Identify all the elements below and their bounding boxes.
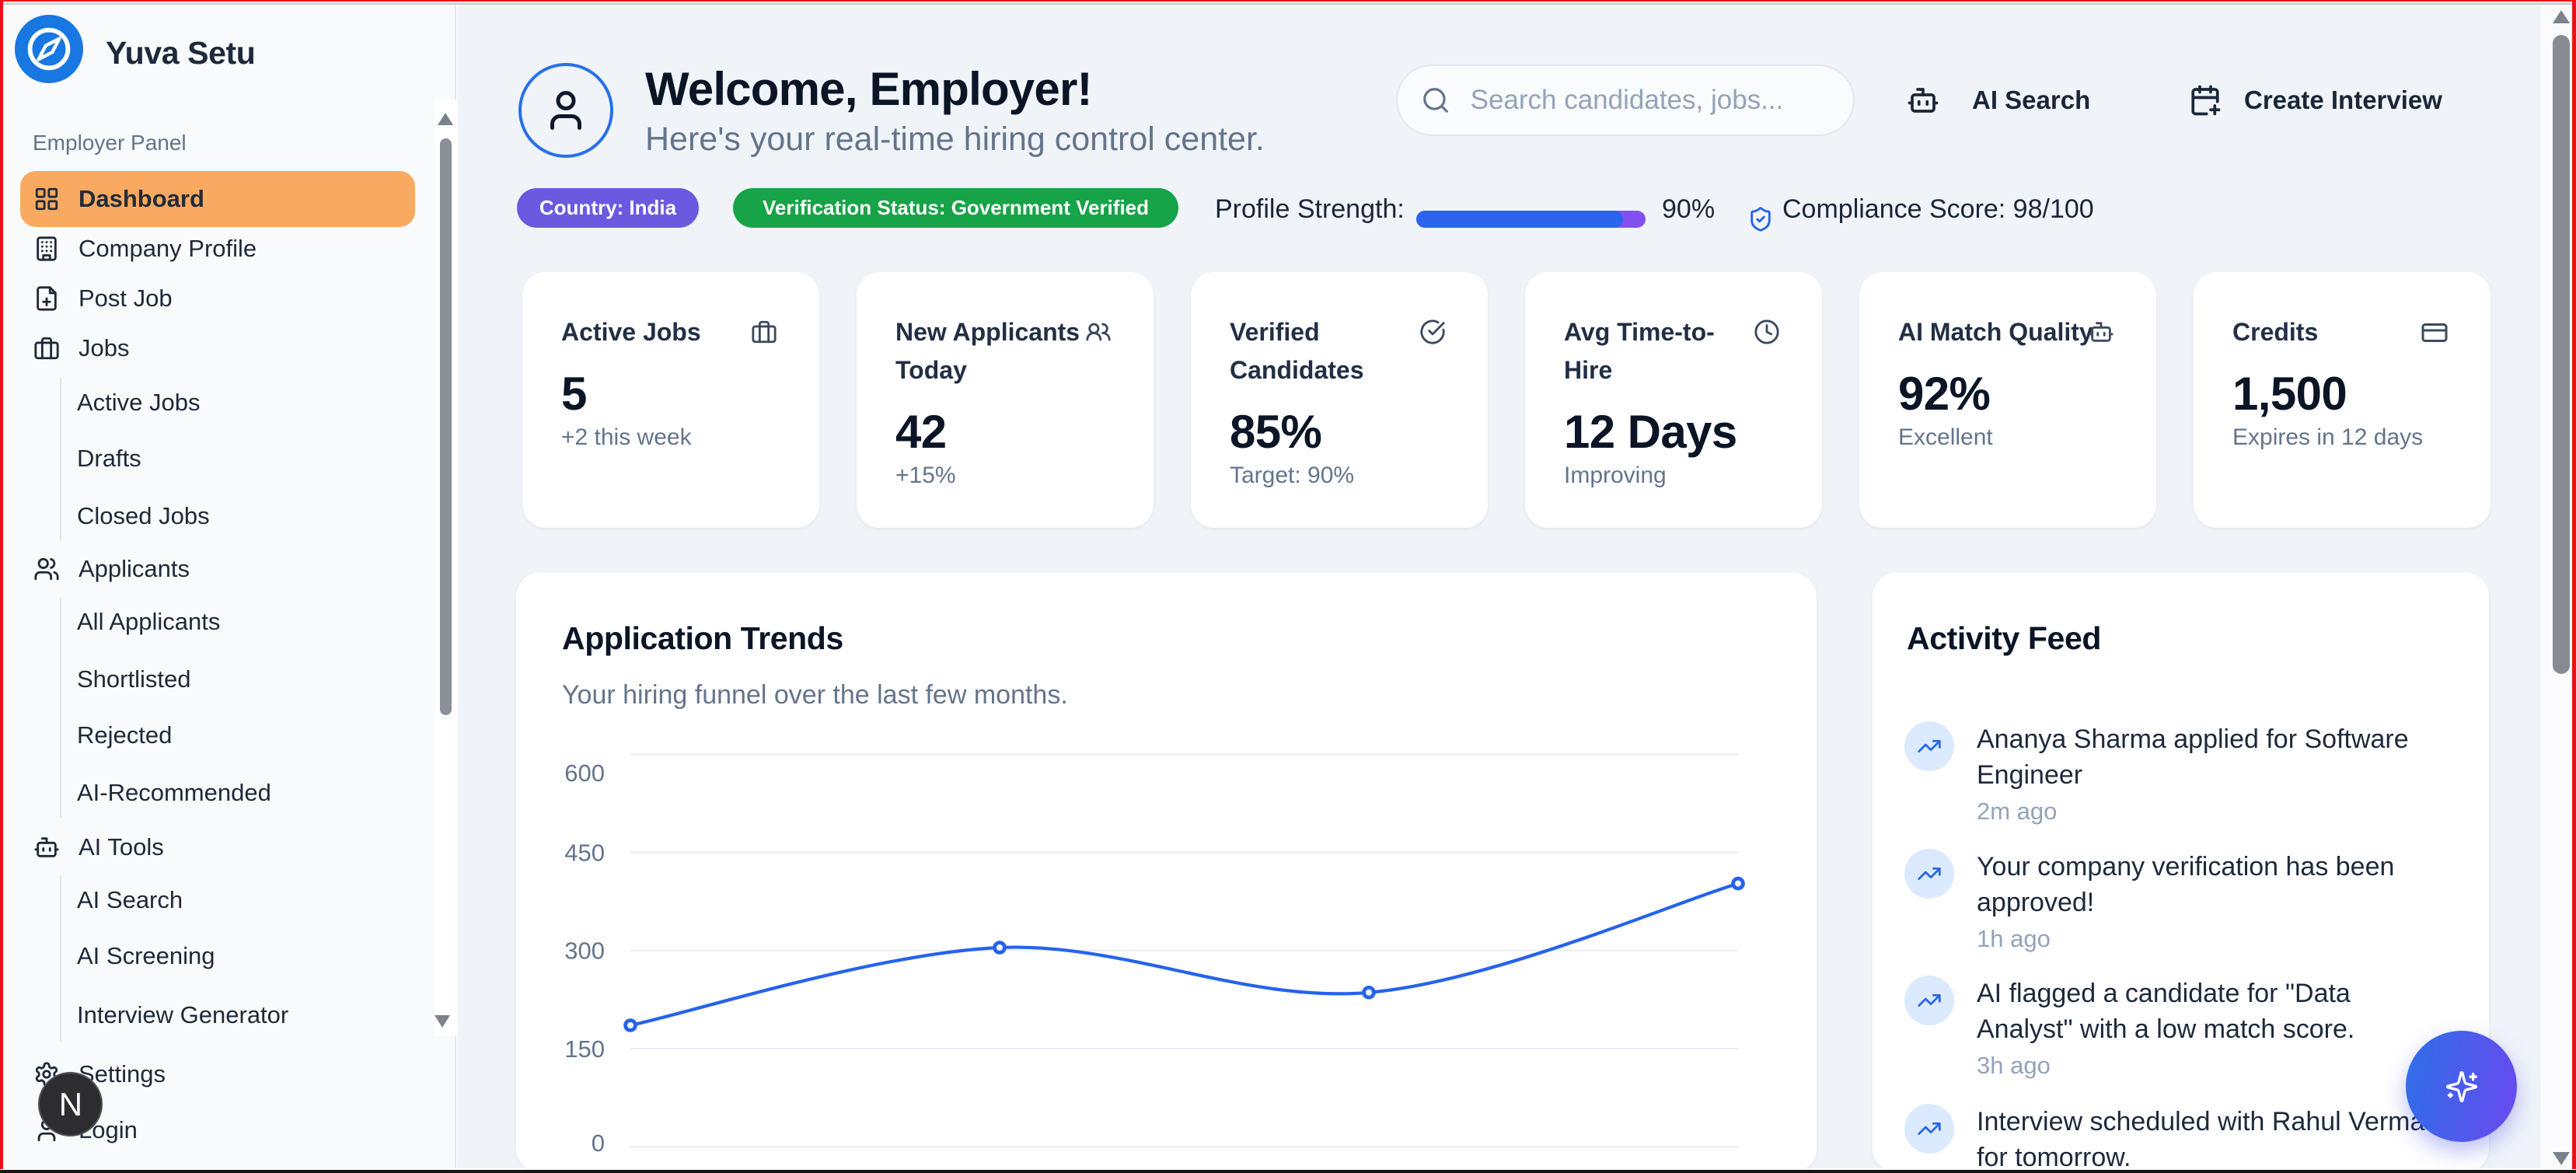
svg-text:0: 0 bbox=[592, 1129, 605, 1157]
svg-text:600: 600 bbox=[565, 759, 606, 787]
svg-text:300: 300 bbox=[565, 937, 606, 965]
svg-text:450: 450 bbox=[565, 839, 606, 866]
svg-text:150: 150 bbox=[565, 1035, 606, 1063]
